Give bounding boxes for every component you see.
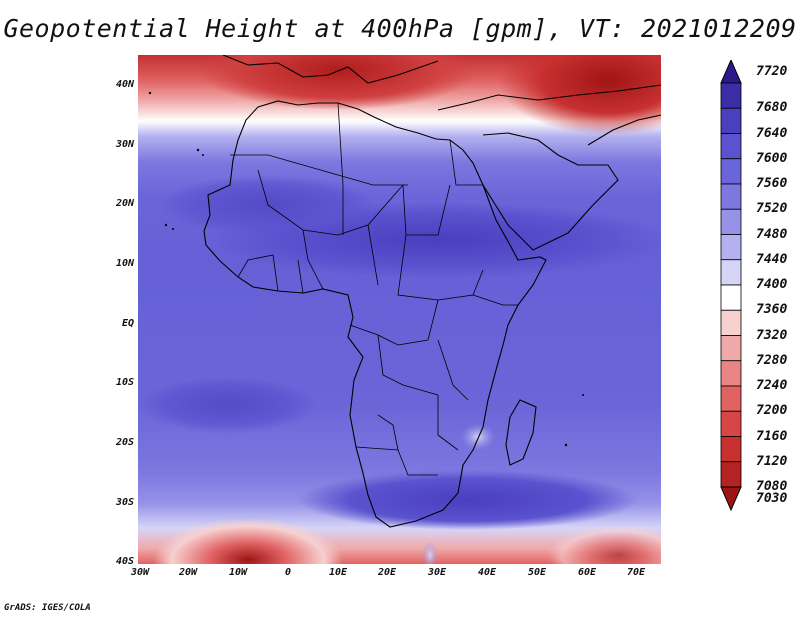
colorbar-label: 7120 xyxy=(756,453,788,469)
colorbar-segment xyxy=(720,284,742,311)
colorbar-segment xyxy=(720,360,742,387)
lat-label-30n: 30N xyxy=(115,139,134,150)
lon-label-70e: 70E xyxy=(626,567,646,578)
low-pressure-southeast xyxy=(548,525,661,564)
country-borders xyxy=(230,102,518,476)
colorbar-bottom-arrow xyxy=(720,486,742,512)
colorbar-segment xyxy=(720,183,742,210)
lon-label-30e: 30E xyxy=(427,567,447,578)
colorbar-segment xyxy=(720,335,742,362)
lon-label-20w: 20W xyxy=(178,567,198,578)
lon-label-60e: 60E xyxy=(577,567,597,578)
colorbar-label: 7400 xyxy=(756,277,788,292)
lon-label-40e: 40E xyxy=(477,567,497,578)
colorbar-segment xyxy=(720,410,742,437)
lon-label-20e: 20E xyxy=(377,567,397,578)
colorbar-label: 7280 xyxy=(756,352,788,368)
high-band-south xyxy=(298,470,638,530)
colorbar-label: 7640 xyxy=(756,125,788,141)
colorbar-segment xyxy=(720,234,742,261)
lon-label-0: 0 xyxy=(284,567,292,578)
lat-label-40s: 40S xyxy=(115,556,134,567)
colorbar-segment xyxy=(720,82,742,109)
low-pressure-north xyxy=(198,55,478,110)
colorbar-label: 7440 xyxy=(756,251,788,267)
colorbar-label: 7480 xyxy=(756,226,788,242)
colorbar-label: 7360 xyxy=(756,302,788,318)
low-pressure-southwest xyxy=(153,518,343,564)
map-title: Geopotential Height at 400hPa [gpm], VT:… xyxy=(3,14,797,43)
colorbar-label: 7320 xyxy=(756,327,788,343)
geopotential-map xyxy=(138,55,661,564)
colorbar-label: 7200 xyxy=(756,403,788,419)
lon-label-10w: 10W xyxy=(228,567,248,578)
colorbar-label: 7560 xyxy=(756,176,788,191)
colorbar-segment xyxy=(720,461,742,488)
colorbar-top-arrow xyxy=(720,60,742,84)
colorbar-segment xyxy=(720,259,742,286)
lat-label-eq: EQ xyxy=(121,318,134,329)
colorbar-segment xyxy=(720,133,742,160)
colorbar-label: 7240 xyxy=(756,378,788,393)
colorbar-label: 7680 xyxy=(756,100,788,116)
colorbar-segment xyxy=(720,309,742,336)
islands xyxy=(148,91,584,447)
colorbar xyxy=(720,60,742,512)
lon-label-50e: 50E xyxy=(527,567,547,578)
lat-label-10s: 10S xyxy=(115,377,134,388)
lat-label-20s: 20S xyxy=(115,437,134,448)
colorbar-segment xyxy=(720,436,742,463)
colorbar-label: 7720 xyxy=(756,63,788,79)
coastlines xyxy=(203,55,661,528)
pale-spot-south xyxy=(422,541,438,564)
colorbar-label: 7080 xyxy=(756,479,788,494)
lat-label-40n: 40N xyxy=(115,79,134,90)
colorbar-label: 7160 xyxy=(756,428,788,444)
colorbar-segment xyxy=(720,158,742,185)
colorbar-label: 7030 xyxy=(756,490,788,506)
lat-label-20n: 20N xyxy=(115,198,134,209)
lat-label-10n: 10N xyxy=(115,258,134,269)
high-band-southwest xyxy=(138,377,318,433)
colorbar-label: 7600 xyxy=(756,150,788,166)
colorbar-label: 7520 xyxy=(756,201,788,217)
pale-spot-mozambique xyxy=(460,423,496,451)
colorbar-segment xyxy=(720,208,742,235)
lon-label-30w: 30W xyxy=(130,567,150,578)
colorbar-segment xyxy=(720,385,742,412)
colorbar-segment xyxy=(720,107,742,134)
lon-label-10e: 10E xyxy=(328,567,348,578)
lat-label-30s: 30S xyxy=(115,497,134,508)
credit-text: GrADS: IGES/COLA xyxy=(4,603,91,613)
